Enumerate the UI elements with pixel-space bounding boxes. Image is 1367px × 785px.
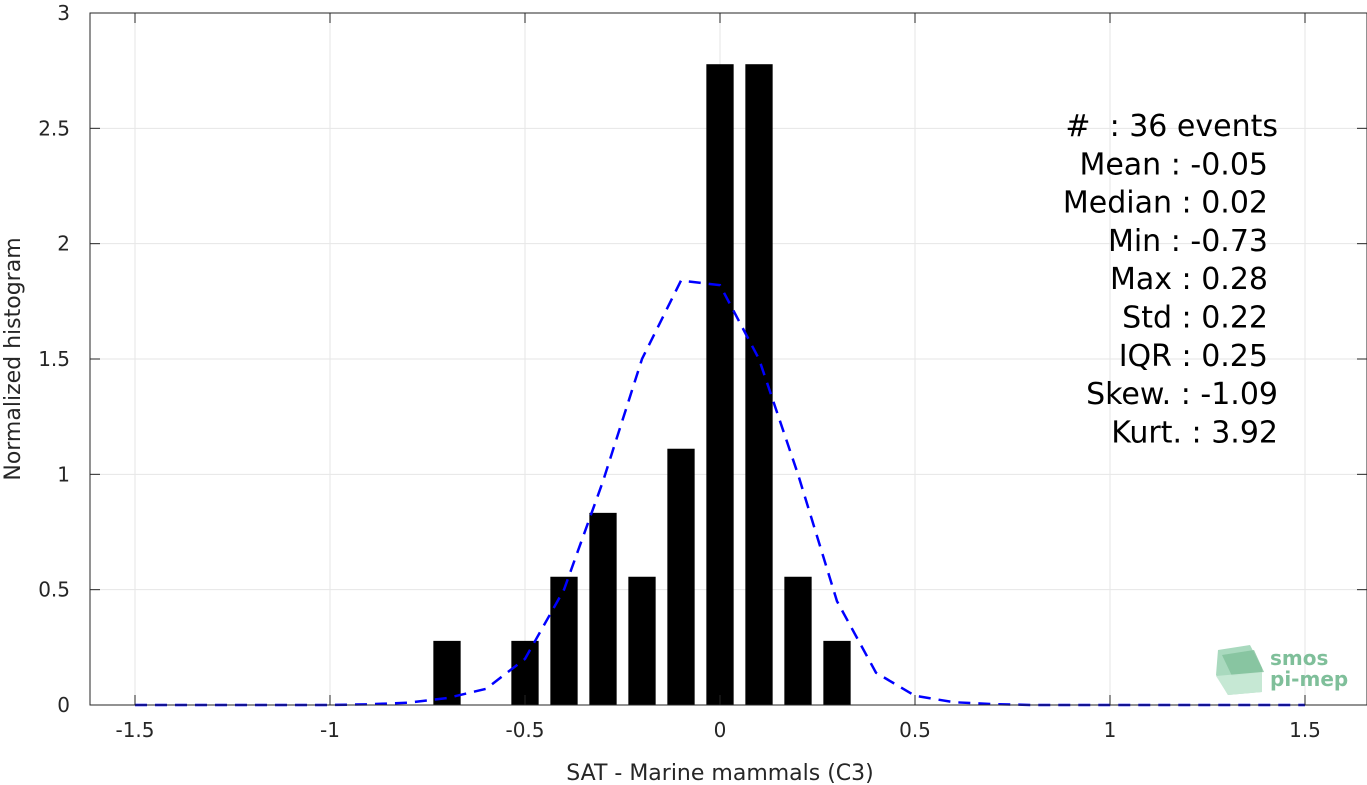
x-tick-label: 1: [1104, 718, 1117, 742]
histogram-bar: [628, 576, 656, 705]
x-tick-label: -1.5: [115, 718, 154, 742]
logo-text-smos: smos: [1270, 646, 1328, 670]
y-tick-label: 3: [57, 1, 70, 25]
y-tick-label: 2.5: [38, 116, 70, 140]
y-tick-label: 1: [57, 462, 70, 486]
histogram-bar: [550, 576, 578, 705]
histogram-bar: [433, 640, 461, 705]
x-tick-label: 1.5: [1289, 718, 1321, 742]
stats-line: Mean : -0.05: [1079, 147, 1268, 182]
y-ticks: 0 0.5 1 1.5 2 2.5 3: [38, 1, 1367, 717]
logo-icon: [1216, 645, 1264, 695]
histogram-bar: [511, 640, 539, 705]
y-tick-label: 0.5: [38, 578, 70, 602]
histogram-bar: [706, 64, 734, 705]
histogram-bar: [784, 576, 812, 705]
x-ticks: -1.5 -1 -0.5 0 0.5 1 1.5: [115, 13, 1321, 742]
bars: [433, 64, 851, 705]
histogram-bar: [823, 640, 851, 705]
x-axis-label: SAT - Marine mammals (C3): [566, 761, 874, 785]
y-tick-label: 1.5: [38, 347, 70, 371]
logo-text-pimep: pi-mep: [1270, 667, 1348, 691]
stats-line: Min : -0.73: [1108, 224, 1268, 259]
x-tick-label: -1: [320, 718, 340, 742]
histogram-bar: [667, 448, 695, 705]
y-tick-label: 0: [57, 693, 70, 717]
stats-line: Std : 0.22: [1122, 301, 1268, 336]
smos-pimep-logo: smos pi-mep: [1216, 645, 1348, 695]
y-tick-label: 2: [57, 232, 70, 256]
stats-line: Skew. : -1.09: [1086, 377, 1278, 412]
stats-line: Median : 0.02: [1063, 186, 1268, 221]
histogram-bar: [589, 512, 617, 705]
stats-line: Kurt. : 3.92: [1111, 415, 1278, 450]
stats-line: Max : 0.28: [1110, 262, 1268, 297]
x-tick-label: 0: [714, 718, 727, 742]
x-tick-label: -0.5: [505, 718, 544, 742]
x-tick-label: 0.5: [899, 718, 931, 742]
y-axis-label: Normalized histogram: [1, 237, 26, 480]
stats-line: # : 36 events: [1065, 109, 1278, 144]
stats-line: IQR : 0.25: [1119, 339, 1268, 374]
